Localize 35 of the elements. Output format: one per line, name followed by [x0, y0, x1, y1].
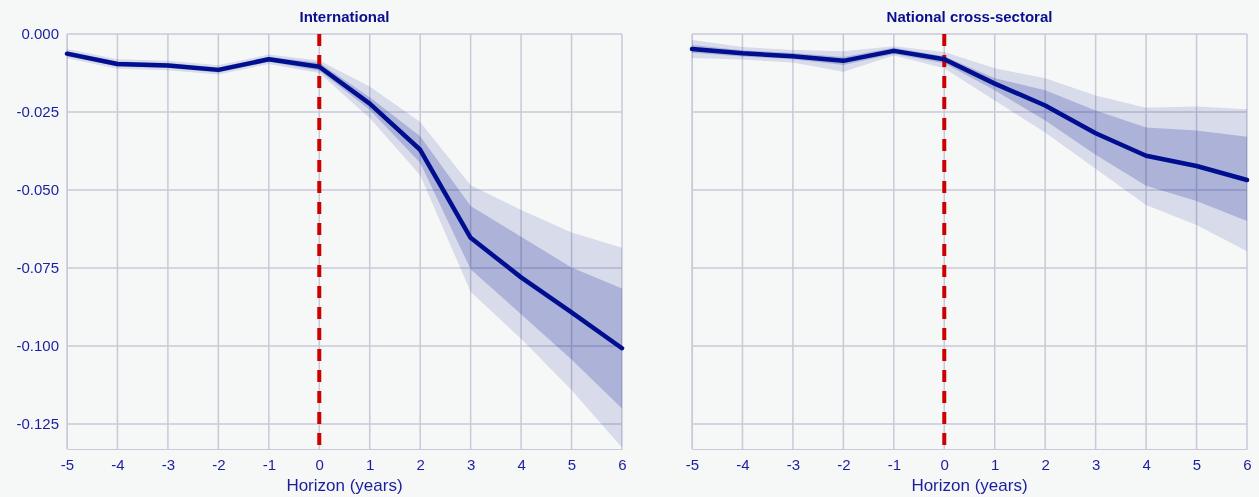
x-tick-label: 1 [991, 455, 1000, 473]
x-tick-label: 0 [940, 455, 949, 473]
y-tick-label: -0.025 [16, 103, 59, 121]
x-tick-label: 4 [517, 455, 526, 473]
x-tick-label: 2 [1041, 455, 1050, 473]
x-axis-title: Horizon (years) [286, 476, 403, 495]
x-tick-label: -3 [161, 455, 176, 473]
chart-title: International [299, 8, 390, 25]
x-tick-label: -1 [887, 455, 901, 473]
chart-title: National cross-sectoral [886, 8, 1053, 25]
x-tick-label: 5 [1192, 455, 1202, 473]
x-tick-label: 1 [366, 455, 375, 473]
x-tick-label: -4 [111, 455, 125, 473]
x-tick-label: 4 [1142, 455, 1151, 473]
x-tick-label: -2 [837, 455, 851, 473]
x-tick-label: -5 [60, 455, 75, 473]
x-tick-label: -3 [786, 455, 801, 473]
x-tick-label: 3 [466, 455, 476, 473]
x-tick-label: -5 [685, 455, 700, 473]
line-series [64, 51, 625, 351]
y-tick-label: -0.050 [16, 181, 59, 199]
x-tick-label: 6 [618, 455, 627, 473]
x-axis-title: Horizon (years) [911, 476, 1028, 495]
x-tick-label: -2 [212, 455, 226, 473]
y-tick-label: 0.000 [21, 25, 59, 43]
x-tick-label: 0 [315, 455, 324, 473]
x-tick-label: -4 [736, 455, 750, 473]
y-tick-label: -0.075 [16, 259, 59, 277]
x-tick-label: 5 [567, 455, 577, 473]
x-tick-label: 6 [1243, 455, 1252, 473]
y-tick-label: -0.125 [16, 415, 59, 433]
x-tick-label: 3 [1091, 455, 1101, 473]
x-tick-label: -1 [262, 455, 276, 473]
y-tick-label: -0.100 [16, 337, 59, 355]
x-tick-label: 2 [416, 455, 425, 473]
